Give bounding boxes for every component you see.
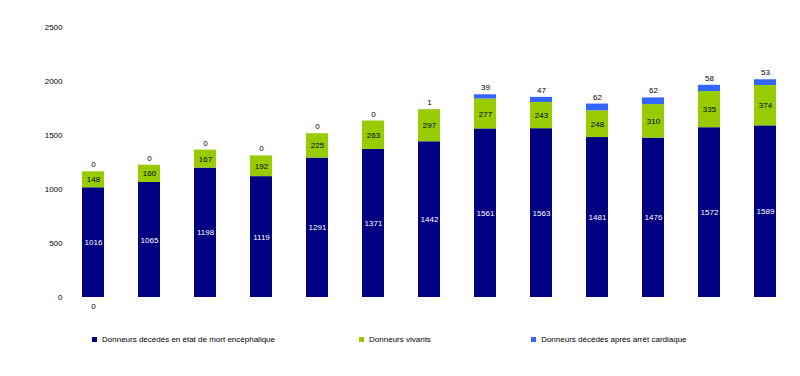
svg-text:277: 277 <box>479 110 493 119</box>
svg-text:1561: 1561 <box>477 209 495 218</box>
svg-text:335: 335 <box>703 105 717 114</box>
svg-text:1481: 1481 <box>589 213 607 222</box>
svg-text:167: 167 <box>199 155 213 164</box>
svg-text:1198: 1198 <box>197 228 215 237</box>
svg-text:1291: 1291 <box>309 223 327 232</box>
svg-text:0: 0 <box>91 302 96 311</box>
html-text:Donneurs vivants: Donneurs vivants <box>369 335 431 344</box>
svg-text:1442: 1442 <box>421 215 439 224</box>
svg-text:0: 0 <box>147 154 152 163</box>
svg-text:500: 500 <box>49 239 63 248</box>
svg-text:225: 225 <box>311 141 325 150</box>
svg-text:310: 310 <box>647 117 661 126</box>
svg-text:2000: 2000 <box>45 77 63 86</box>
svg-text:148: 148 <box>87 175 101 184</box>
svg-text:58: 58 <box>705 74 714 83</box>
svg-text:1500: 1500 <box>45 131 63 140</box>
svg-text:1476: 1476 <box>645 213 663 222</box>
svg-text:160: 160 <box>143 169 157 178</box>
svg-text:1016: 1016 <box>85 238 103 247</box>
svg-text:374: 374 <box>759 101 773 110</box>
svg-text:0: 0 <box>315 122 320 131</box>
svg-text:0: 0 <box>259 144 264 153</box>
svg-text:1589: 1589 <box>757 207 775 216</box>
svg-text:1119: 1119 <box>253 233 270 242</box>
svg-text:243: 243 <box>535 111 549 120</box>
svg-text:62: 62 <box>593 93 602 102</box>
svg-text:1563: 1563 <box>533 209 551 218</box>
svg-text:0: 0 <box>58 293 63 302</box>
svg-text:62: 62 <box>649 86 658 95</box>
svg-text:1: 1 <box>427 98 432 107</box>
svg-text:1572: 1572 <box>701 208 719 217</box>
svg-text:297: 297 <box>423 121 437 130</box>
svg-text:1371: 1371 <box>365 219 383 228</box>
html-text:Donneurs décédés après arrêt c: Donneurs décédés après arrêt cardiaque <box>541 335 687 344</box>
svg-text:192: 192 <box>255 162 269 171</box>
svg-text:0: 0 <box>91 160 96 169</box>
svg-text:0: 0 <box>203 139 208 148</box>
svg-text:47: 47 <box>537 86 546 95</box>
svg-text:1065: 1065 <box>141 236 159 245</box>
svg-text:248: 248 <box>591 120 605 129</box>
svg-text:2500: 2500 <box>45 23 63 32</box>
svg-text:53: 53 <box>761 68 770 77</box>
svg-text:1000: 1000 <box>45 185 63 194</box>
svg-text:39: 39 <box>481 83 490 92</box>
svg-text:0: 0 <box>371 110 376 119</box>
html-text:Donneurs décédés en état de mo: Donneurs décédés en état de mort encépha… <box>102 335 275 344</box>
svg-text:263: 263 <box>367 131 381 140</box>
